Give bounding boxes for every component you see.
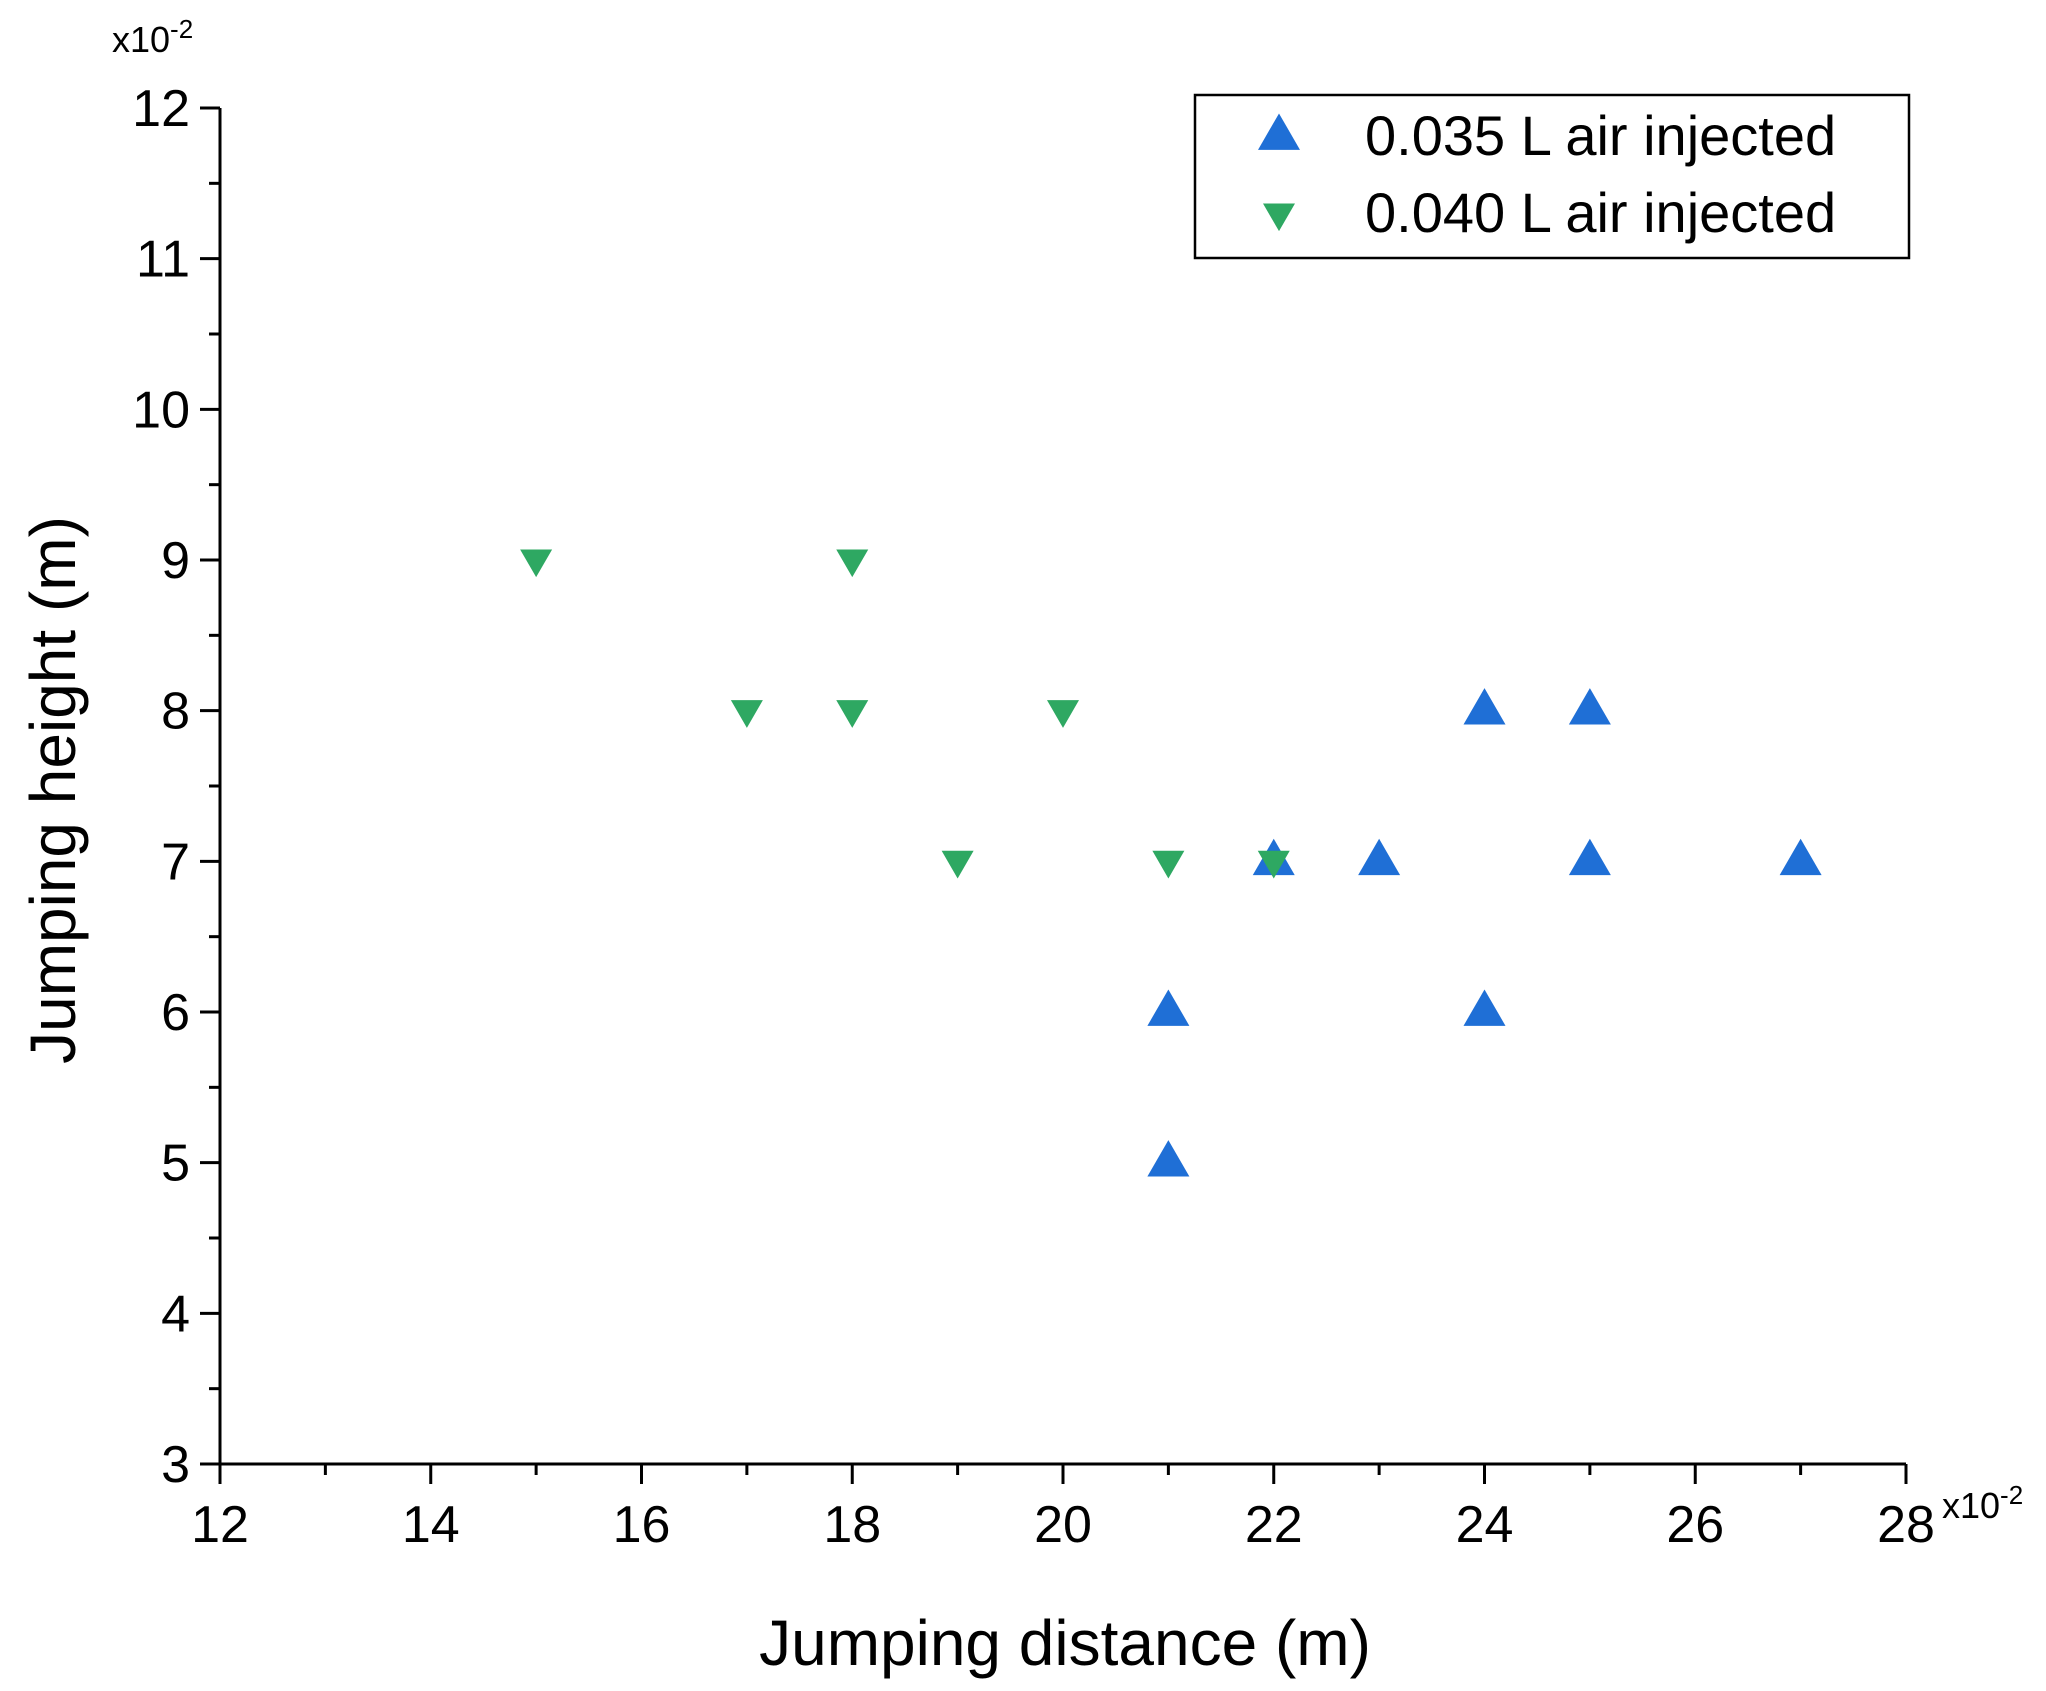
y-tick-label: 9 [161,532,190,590]
point-series-1 [1779,838,1822,876]
point-series-2 [520,549,553,578]
y-axis-title: Jumping height (m) [17,516,89,1064]
x-tick-label: 18 [823,1496,881,1554]
point-series-1 [1568,838,1611,876]
y-tick-label: 7 [161,833,190,891]
point-series-2 [836,700,869,728]
point-series-1 [1463,989,1506,1026]
y-tick-label: 3 [161,1436,190,1494]
point-series-2 [836,549,869,578]
point-series-1 [1463,688,1506,725]
point-series-2 [1257,850,1290,879]
point-series-2 [1152,850,1185,879]
point-series-2 [1047,700,1079,728]
legend-marker-series-1 [1258,113,1300,150]
legend-label-series-2: 0.040 L air injected [1365,181,1836,244]
point-series-1 [1358,838,1401,876]
x-multiplier-exponent: -2 [2000,1480,2023,1510]
legend-box [1193,93,1911,260]
x-tick-label: 22 [1245,1496,1303,1554]
x-multiplier-base: x10 [1942,1485,2000,1526]
legend: 0.035 L air injected 0.040 L air injecte… [1193,93,1911,260]
axes [218,108,1906,1466]
y-tick-label: 12 [132,80,190,138]
y-multiplier-base: x10 [112,19,170,60]
x-tick-label: 14 [402,1496,460,1554]
y-axis-multiplier: x10-2 [112,14,193,60]
y-tick-label: 10 [132,381,190,439]
y-tick-label: 11 [136,231,190,289]
tick-marks [200,106,1908,1484]
x-tick-label: 16 [613,1496,671,1554]
data-points [520,549,1822,1177]
point-series-1 [1568,688,1611,725]
y-tick-label: 8 [161,683,190,741]
point-series-1 [1147,989,1190,1026]
point-series-2 [941,850,974,879]
y-tick-label: 5 [161,1135,190,1193]
x-axis-multiplier: x10-2 [1942,1480,2023,1526]
legend-label-series-1: 0.035 L air injected [1365,104,1836,167]
y-multiplier-exponent: -2 [170,14,193,44]
x-tick-label: 20 [1034,1496,1092,1554]
point-series-1 [1147,1140,1190,1177]
y-tick-label: 6 [161,984,190,1042]
tick-labels: 12 14 16 18 20 22 24 26 28 3 4 5 6 7 8 9 10 11 12 [132,80,1935,1554]
x-tick-label: 28 [1877,1496,1935,1554]
x-tick-label: 26 [1666,1496,1724,1554]
x-axis-title: Jumping distance (m) [759,1607,1371,1679]
y-tick-label: 4 [161,1285,190,1343]
x-tick-label: 12 [191,1496,249,1554]
point-series-2 [730,700,763,728]
legend-marker-series-2 [1263,203,1295,232]
x-tick-label: 24 [1456,1496,1514,1554]
